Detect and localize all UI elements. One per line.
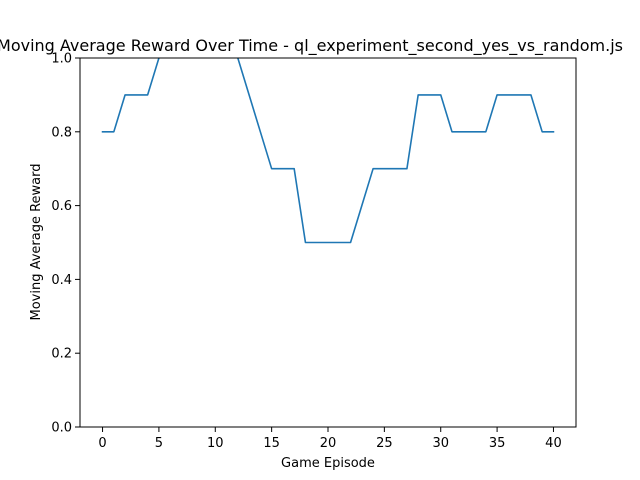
y-tick-label: 0.4	[51, 273, 72, 288]
y-tick-label: 1.0	[51, 52, 72, 67]
x-tick-label: 15	[263, 436, 280, 451]
x-tick-label: 10	[207, 436, 224, 451]
x-axis-label: Game Episode	[281, 456, 375, 471]
chart-title: Moving Average Reward Over Time - ql_exp…	[0, 36, 623, 56]
y-tick-label: 0.6	[51, 199, 72, 214]
x-tick-label: 0	[98, 436, 106, 451]
series-line	[101, 58, 555, 244]
x-tick-label: 35	[489, 436, 506, 451]
y-tick-label: 0.2	[51, 347, 72, 362]
x-tick-label: 30	[432, 436, 449, 451]
x-tick-label: 25	[376, 436, 393, 451]
y-tick-label: 0.8	[51, 125, 72, 140]
series-layer	[101, 58, 555, 244]
x-tick-label: 5	[155, 436, 163, 451]
x-tick-label: 20	[320, 436, 337, 451]
y-axis-label: Moving Average Reward	[29, 163, 44, 320]
x-axis-ticks: 0 5 10 15 20 25 30 35 40	[98, 427, 562, 451]
x-tick-label: 40	[545, 436, 562, 451]
y-axis-ticks: 0.0 0.2 0.4 0.6 0.8 1.0	[51, 52, 80, 436]
y-tick-label: 0.0	[51, 421, 72, 436]
